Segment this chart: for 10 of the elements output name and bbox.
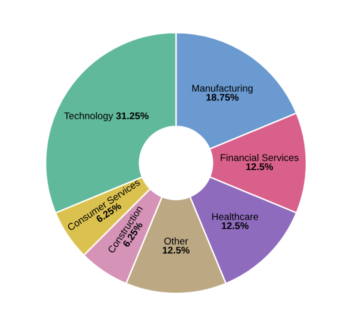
data-label: 12.5%	[222, 222, 249, 230]
slice-label: Other	[164, 237, 188, 245]
slice-label: Manufacturing	[192, 84, 253, 94]
data-label: 18.75%	[206, 94, 239, 101]
data-label: 12.5%	[162, 246, 190, 254]
data-label: 31.25%	[116, 112, 149, 120]
slice-label: Financial Services	[220, 154, 299, 162]
data-label: 12.5%	[246, 163, 273, 170]
slice-label: Healthcare	[212, 212, 258, 220]
slice-label: Technology	[64, 112, 114, 122]
